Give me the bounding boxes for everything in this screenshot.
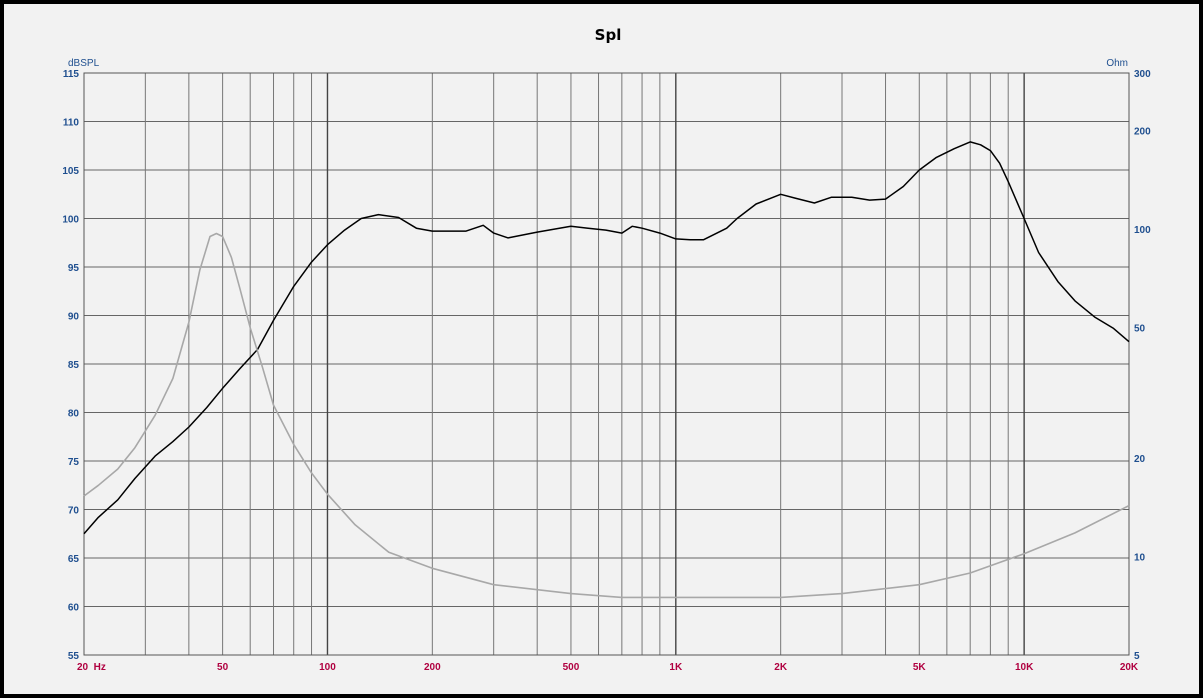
left-tick-label: 65 xyxy=(68,554,80,565)
grid-lines xyxy=(83,72,1130,656)
left-tick-label: 60 xyxy=(68,603,80,614)
spl-curve xyxy=(83,141,1130,535)
left-tick-label: 70 xyxy=(68,506,80,517)
left-tick-label: 110 xyxy=(63,118,80,129)
impedance-curve xyxy=(83,232,1130,599)
right-tick-label: 20 xyxy=(1134,454,1146,465)
x-tick-label: 200 xyxy=(424,662,441,673)
x-tick-label: 500 xyxy=(563,662,580,673)
right-tick-label: 50 xyxy=(1134,324,1146,335)
x-tick-label: 10K xyxy=(1015,662,1034,673)
chart-title: Spl xyxy=(595,26,622,44)
left-tick-label: 95 xyxy=(68,263,80,274)
right-tick-label: 5 xyxy=(1134,651,1140,662)
x-tick-label: 5K xyxy=(913,662,927,673)
left-tick-label: 55 xyxy=(68,651,80,662)
left-axis-unit: dBSPL xyxy=(68,58,100,69)
x-tick-label: 50 xyxy=(217,662,229,673)
x-tick-label: 20K xyxy=(1120,662,1139,673)
chart-frame: Spl dBSPL Ohm 115 110 105 100 95 90 85 80 75 70 65… xyxy=(4,4,1199,694)
x-tick-label: 1K xyxy=(669,662,683,673)
left-tick-label: 90 xyxy=(68,312,80,323)
left-tick-label: 85 xyxy=(68,360,80,371)
series-layer xyxy=(83,141,1130,599)
right-tick-label: 10 xyxy=(1134,552,1146,563)
left-tick-label: 100 xyxy=(62,215,79,226)
spl-chart: Spl dBSPL Ohm 11511010510095908580757065… xyxy=(62,26,1151,673)
right-tick-label: 300 xyxy=(1134,69,1151,80)
right-tick-label: 200 xyxy=(1134,127,1151,138)
right-axis-ticks: 300 200 100 50 20 10 5 xyxy=(1134,69,1151,662)
right-tick-label: 100 xyxy=(1134,225,1151,236)
left-axis-ticks: 115 110 105 100 95 90 85 80 75 70 65 60 55 xyxy=(62,69,79,662)
right-axis-unit: Ohm xyxy=(1106,58,1128,69)
plot-area-border xyxy=(83,72,1130,656)
left-tick-label: 80 xyxy=(68,409,80,420)
left-tick-label: 105 xyxy=(62,166,79,177)
left-tick-label: 75 xyxy=(68,457,80,468)
x-tick-label: 2K xyxy=(774,662,788,673)
x-tick-label: 20 Hz xyxy=(77,662,106,673)
x-axis-ticks: 20 Hz 50 100 200 500 1K 2K 5K 10K 20K xyxy=(77,662,1139,673)
x-tick-label: 100 xyxy=(319,662,336,673)
left-tick-label: 115 xyxy=(63,69,80,80)
